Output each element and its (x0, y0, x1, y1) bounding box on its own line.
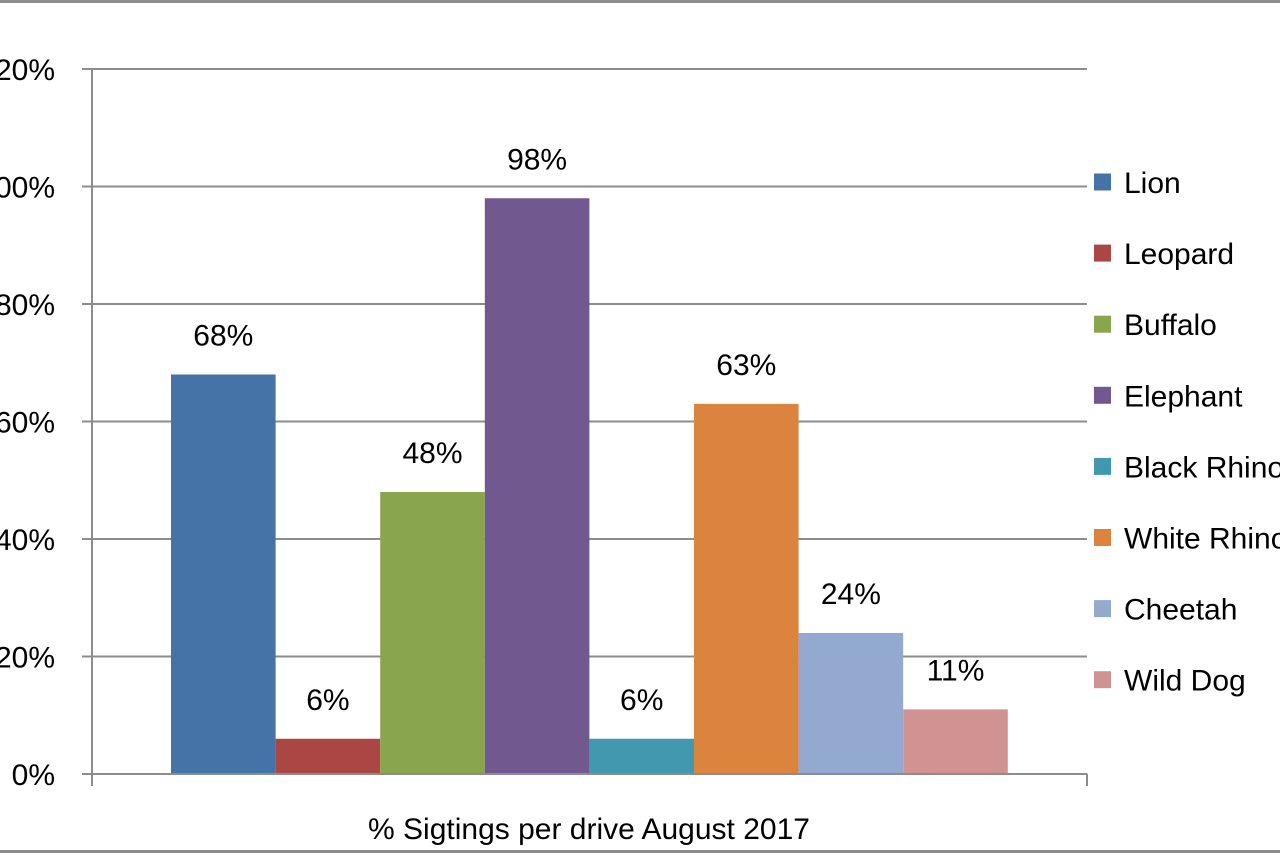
y-tick-label: 40% (0, 524, 55, 557)
bar-elephant (484, 198, 590, 774)
y-axis-ticks: 0% 20% 40% 60% 80% 100% 120% (0, 54, 92, 792)
legend-swatch (1094, 244, 1111, 262)
data-label: 48% (402, 437, 462, 470)
y-tick-label: 60% (0, 407, 55, 440)
legend-label: Wild Dog (1124, 665, 1246, 698)
legend-swatch (1094, 386, 1111, 404)
legend-label: Lion (1124, 167, 1181, 200)
legend-swatch (1094, 457, 1111, 475)
legend-label: Elephant (1124, 380, 1243, 413)
y-tick-label: 100% (0, 172, 55, 205)
data-label: 24% (821, 578, 881, 611)
bar-buffalo (380, 492, 485, 774)
data-label: 98% (507, 143, 567, 176)
bar-lion (171, 374, 276, 774)
legend-swatch (1094, 173, 1111, 191)
bars (171, 198, 1008, 774)
axes (91, 69, 1088, 786)
legend-label: White Rhino (1124, 523, 1280, 556)
legend-label: Buffalo (1124, 309, 1217, 342)
data-label: 11% (927, 654, 985, 687)
bar-cheetah (798, 633, 904, 774)
data-label: 6% (306, 684, 349, 717)
y-tick-label: 80% (0, 289, 55, 322)
bar-white-rhino (694, 403, 799, 774)
bar-wild-dog (903, 709, 1008, 774)
y-tick-label: 20% (0, 642, 55, 675)
data-labels: 68% 6% 48% 98% 6% 63% 24% 11% (193, 143, 984, 717)
bar-black-rhino (589, 738, 694, 774)
bar-leopard (275, 738, 381, 774)
y-tick-label: 120% (0, 54, 55, 87)
x-axis-label: % Sigtings per drive August 2017 (368, 813, 810, 846)
data-label: 68% (193, 320, 253, 353)
legend-swatch (1094, 600, 1111, 618)
legend-swatch (1094, 671, 1111, 689)
legend-swatch (1094, 529, 1111, 546)
data-label: 63% (716, 349, 776, 382)
legend-label: Cheetah (1124, 594, 1237, 627)
y-tick-label: 0% (12, 759, 55, 792)
legend: Lion Leopard Buffalo Elephant Black Rhino Whi… (1094, 167, 1280, 698)
data-label: 6% (620, 684, 663, 717)
bar-chart: 0% 20% 40% 60% 80% 100% 120% 68% 6% 48% 98% 6% 63% 2… (0, 54, 1280, 846)
legend-swatch (1094, 315, 1111, 333)
legend-label: Black Rhino (1124, 451, 1280, 484)
legend-label: Leopard (1124, 238, 1234, 271)
